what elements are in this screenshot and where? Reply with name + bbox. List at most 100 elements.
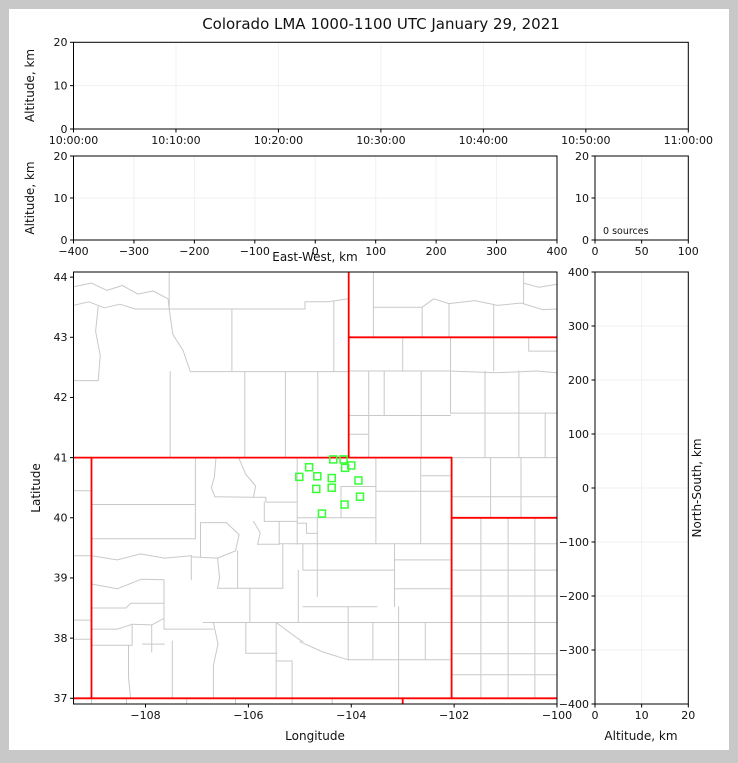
map-xlabel: Longitude (285, 729, 345, 743)
lma-station-marker (313, 472, 322, 481)
x-tick-label: −102 (439, 709, 469, 722)
county-boundary (238, 457, 257, 498)
y-axis-ticks: 0 10 20 (54, 150, 74, 247)
lma-station-marker (295, 472, 304, 482)
y-tick-label: 20 (575, 150, 589, 163)
lma-station-marker (327, 473, 336, 483)
panel-time-altitude: 10:00:00 10:10:00 10:20:00 10:30:00 10:40:00… (49, 36, 713, 147)
county-boundary (73, 301, 170, 310)
lma-station-marker (355, 492, 365, 501)
county-boundary (212, 622, 219, 699)
lma-station-marker (317, 509, 327, 518)
x-tick-label: 10 (635, 709, 649, 722)
panel-map: −108 −106 −104 −102 −100 37 38 39 40 41 42 43 44 (54, 271, 573, 722)
x-tick-label: 10:30:00 (356, 134, 405, 147)
x-axis-ticks: 0 10 20 (592, 704, 695, 722)
y-tick-label: 10 (54, 79, 68, 92)
x-tick-label: 10:10:00 (151, 134, 200, 147)
county-boundary (95, 306, 101, 382)
northsouth-panel-ylabel: North-South, km (690, 438, 704, 537)
panel-eastwest-altitude: −400 −300 −200 −100 0 100 200 300 400 0 10 20 (54, 150, 568, 258)
county-boundary (253, 496, 298, 503)
y-tick-label: 400 (568, 266, 589, 279)
y-tick-label: 100 (568, 428, 589, 441)
y-tick-label: 39 (54, 572, 68, 585)
y-tick-label: 10 (54, 192, 68, 205)
y-axis-ticks: 0 10 20 (575, 150, 595, 247)
y-axis-ticks: −400 −300 −200 −100 0 100 200 300 400 (559, 266, 595, 711)
county-boundary (299, 641, 349, 661)
county-boundary (214, 496, 254, 498)
eastwest-panel-ylabel: Altitude, km (23, 161, 37, 234)
map-layers (73, 272, 557, 704)
county-boundary (91, 578, 165, 590)
y-tick-label: 20 (54, 36, 68, 49)
lma-station-marker (312, 484, 321, 494)
county-boundary (448, 300, 557, 311)
county-boundary (275, 622, 304, 643)
map-ylabel: Latitude (29, 463, 43, 512)
figure-title: Colorado LMA 1000-1100 UTC January 29, 2… (202, 15, 560, 33)
source-count-annotation: 0 sources (603, 226, 649, 237)
y-tick-label: 38 (54, 632, 68, 645)
county-boundary (91, 623, 133, 630)
panel-source-histogram: 0 50 100 0 10 20 (575, 150, 699, 258)
y-tick-label: −200 (559, 590, 589, 603)
y-tick-label: 0 (582, 482, 589, 495)
county-boundary (217, 557, 221, 589)
lma-station-marker (347, 461, 356, 470)
x-tick-label: 10:40:00 (459, 134, 508, 147)
y-tick-label: 0 (61, 123, 68, 136)
panel-altitude-northsouth: 0 10 20 −400 −300 −200 −100 0 100 200 300 400 (559, 266, 696, 722)
x-axis-ticks: 0 50 100 (592, 240, 699, 258)
x-tick-label: −106 (233, 709, 263, 722)
x-tick-label: 0 (312, 245, 319, 258)
lma-station-marker (340, 500, 349, 509)
plot-frame (73, 271, 558, 705)
county-lines-layer (73, 272, 557, 704)
county-boundary (253, 520, 261, 545)
x-tick-label: 10:50:00 (561, 134, 610, 147)
lma-station-marker (354, 476, 363, 485)
x-tick-label: 0 (592, 245, 599, 258)
y-axis-ticks: 0 10 20 (54, 36, 74, 136)
x-tick-label: −104 (336, 709, 366, 722)
station-markers-layer (295, 455, 365, 518)
county-boundary (210, 457, 217, 498)
x-tick-label: 50 (635, 245, 649, 258)
county-boundary (296, 522, 318, 534)
y-tick-label: 200 (568, 374, 589, 387)
y-tick-label: 41 (54, 451, 68, 464)
county-boundary (372, 298, 450, 308)
y-tick-label: −100 (559, 536, 589, 549)
lma-station-marker (340, 463, 350, 473)
y-tick-label: 0 (61, 234, 68, 247)
x-tick-label: −300 (119, 245, 149, 258)
x-tick-label: 10:00:00 (49, 134, 98, 147)
y-tick-label: 37 (54, 692, 68, 705)
county-boundary (128, 644, 132, 699)
county-boundary (91, 553, 192, 561)
y-axis-ticks: 37 38 39 40 41 42 43 44 (54, 271, 74, 705)
x-tick-label: −400 (58, 245, 88, 258)
time-panel-ylabel: Altitude, km (23, 49, 37, 122)
x-tick-label: 0 (592, 709, 599, 722)
y-tick-label: 43 (54, 331, 68, 344)
y-tick-label: 300 (568, 320, 589, 333)
y-tick-label: −300 (559, 644, 589, 657)
lma-station-marker (327, 483, 336, 492)
x-tick-label: 100 (678, 245, 699, 258)
county-boundary (73, 282, 170, 310)
x-tick-label: 11:00:00 (664, 134, 713, 147)
x-tick-label: 300 (486, 245, 507, 258)
x-axis-ticks: 10:00:00 10:10:00 10:20:00 10:30:00 10:40:00… (49, 129, 713, 147)
state-borders-layer (73, 272, 557, 704)
x-axis-ticks: −108 −106 −104 −102 −100 (130, 704, 572, 722)
x-tick-label: 400 (547, 245, 568, 258)
x-axis-ticks: −400 −300 −200 −100 0 100 200 300 400 (58, 240, 568, 258)
y-tick-label: 40 (54, 512, 68, 525)
x-tick-label: −100 (542, 709, 572, 722)
x-tick-label: 10:20:00 (254, 134, 303, 147)
